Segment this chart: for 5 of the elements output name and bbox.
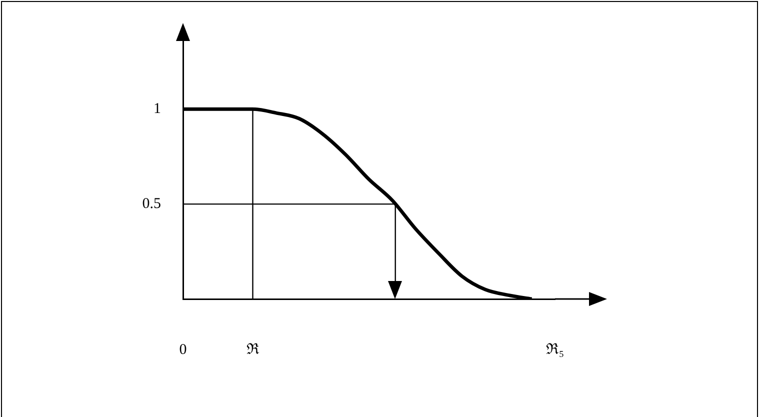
x-tick-label: 0 — [179, 342, 187, 358]
y-tick-label: 0.5 — [142, 196, 161, 212]
y-tick-label: 1 — [154, 101, 161, 118]
x-tick-label: ℜ₅ — [546, 342, 564, 358]
x-tick-label: ℜ — [246, 342, 260, 358]
